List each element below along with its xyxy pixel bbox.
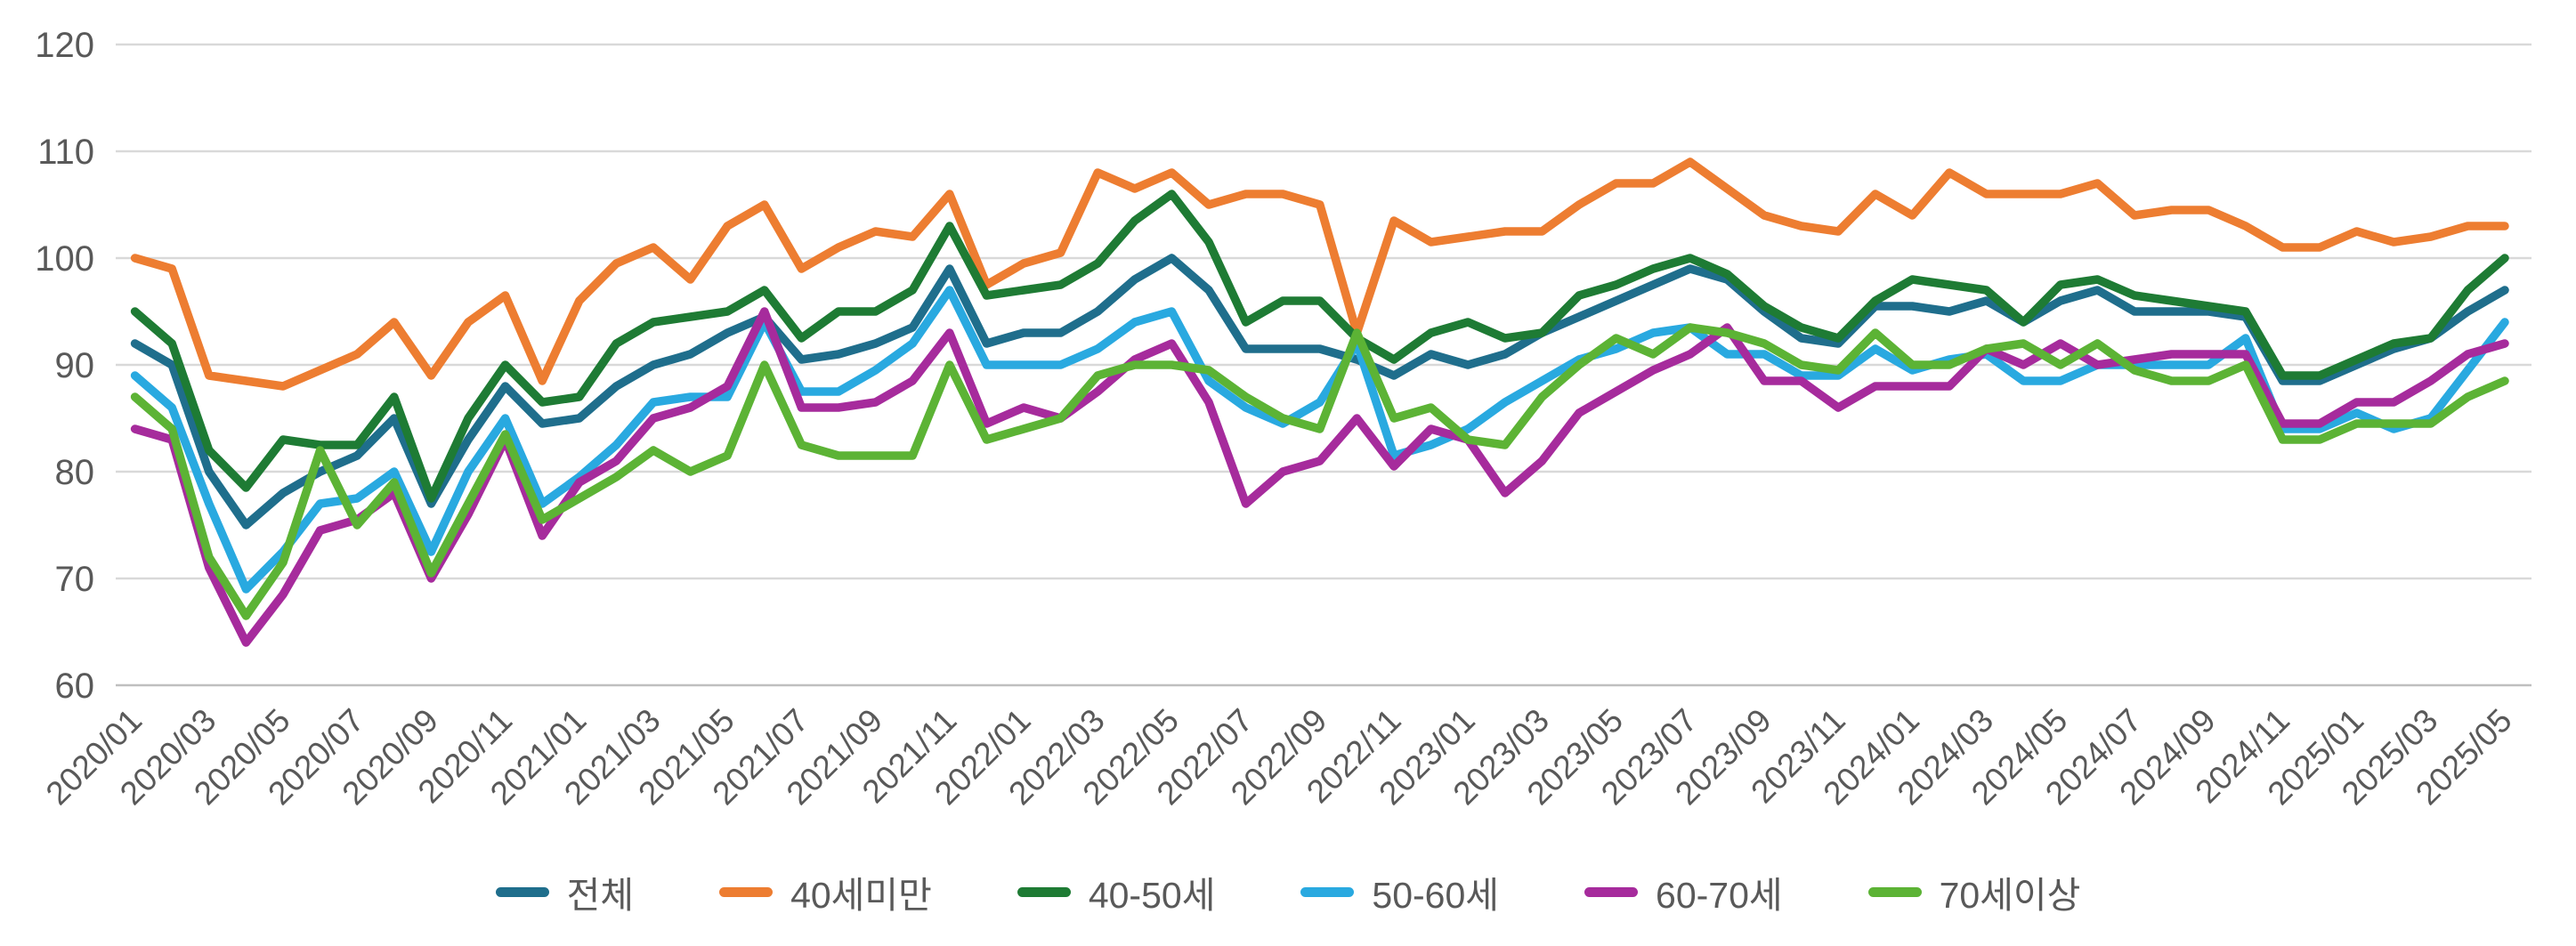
x-axis: 2020/012020/032020/052020/072020/092020/…: [39, 702, 2519, 813]
legend-swatch-40-50: [1017, 886, 1071, 897]
legend-label-60-70: 60-70세: [1656, 875, 1783, 916]
legend-swatch-70-plus: [1867, 886, 1922, 897]
legend-label-40-50: 40-50세: [1088, 875, 1216, 916]
y-tick-label-80: 80: [55, 453, 95, 492]
legend-swatch-50-60: [1300, 886, 1355, 897]
legend-label-total: 전체: [566, 875, 635, 916]
legend-swatch-60-70: [1584, 886, 1639, 897]
series-line-50-60: [130, 286, 2509, 594]
y-tick-label-70: 70: [55, 560, 95, 599]
legend-label-50-60: 50-60세: [1372, 875, 1500, 916]
chart-legend: 전체 40세미만 40-50세 50-60세 60-70세 70세이상: [0, 865, 2576, 918]
legend-item-40-50[interactable]: 40-50세: [1017, 865, 1216, 918]
legend-item-50-60[interactable]: 50-60세: [1300, 865, 1499, 918]
y-axis: 60 70 80 90 100 110 120: [35, 26, 94, 706]
legend-item-70-plus[interactable]: 70세이상: [1867, 865, 2081, 918]
legend-item-60-70[interactable]: 60-70세: [1584, 865, 1783, 918]
series-line-total: [130, 254, 2509, 530]
legend-swatch-total: [495, 886, 549, 897]
series-line-60-70: [130, 307, 2509, 647]
legend-item-under40[interactable]: 40세미만: [719, 865, 932, 918]
legend-label-under40: 40세미만: [790, 875, 932, 916]
y-tick-label-60: 60: [55, 667, 95, 706]
series-line-under40: [130, 158, 2509, 391]
legend-swatch-under40: [719, 886, 774, 897]
series-line-70-plus: [130, 323, 2509, 620]
y-tick-label-90: 90: [55, 346, 95, 385]
series-line-40-50: [130, 190, 2509, 503]
series-lines: [130, 158, 2509, 647]
y-tick-label-100: 100: [35, 239, 94, 279]
y-tick-label-120: 120: [35, 26, 94, 65]
y-tick-label-110: 110: [37, 133, 94, 172]
legend-item-total[interactable]: 전체: [495, 865, 635, 918]
legend-label-70-plus: 70세이상: [1939, 875, 2081, 916]
